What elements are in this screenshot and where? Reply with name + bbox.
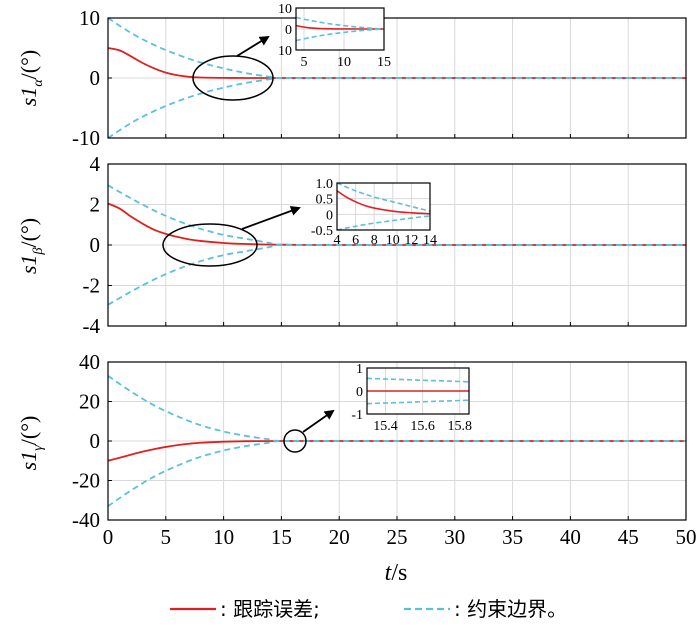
constraint-bound-line xyxy=(107,243,686,306)
x-tick-label: 35 xyxy=(502,525,523,549)
zoom-ellipse-beta xyxy=(162,223,258,267)
inset-x-tick-label: 15 xyxy=(377,55,391,70)
y-tick-label: 2 xyxy=(90,193,101,217)
inset-x-tick-label: 10 xyxy=(337,55,351,70)
y-tick-label: 10 xyxy=(79,6,100,30)
y-tick-label: 0 xyxy=(90,233,101,257)
x-tick-label: 15 xyxy=(271,525,292,549)
inset-x-tick-label: 15.4 xyxy=(373,419,398,434)
inset-tracking-error-line xyxy=(295,24,385,30)
constraint-bound-line xyxy=(107,77,686,139)
x-tick-label: 5 xyxy=(161,525,172,549)
inset-y-tick-label: 1.0 xyxy=(316,177,334,192)
xlabel: t/s xyxy=(385,560,408,586)
inset-frame xyxy=(295,7,385,51)
y-tick-label: -20 xyxy=(72,469,100,493)
inset-y-tick-label: 0.5 xyxy=(316,193,334,208)
x-tick-label: 25 xyxy=(387,525,408,549)
constraint-bound-line xyxy=(107,375,686,443)
constraint-bound-line xyxy=(107,439,686,507)
x-tick-label: 20 xyxy=(329,525,350,549)
inset-y-tick-label: 0 xyxy=(356,385,363,400)
x-tick-label: 50 xyxy=(676,525,697,549)
inset-x-tick-label: 6 xyxy=(352,233,359,248)
legend: : 跟踪误差; : 约束边界。 xyxy=(170,597,567,621)
legend-label-constraint-bound: : 约束边界。 xyxy=(454,597,567,621)
inset-constraint-bound-line xyxy=(295,16,385,30)
inset-y-tick-label: -1 xyxy=(351,408,363,423)
inset-x-tick-label: 8 xyxy=(371,233,378,248)
y-tick-label: 4 xyxy=(90,152,101,176)
y-tick-label: -2 xyxy=(83,274,101,298)
inset-constraint-bound-line xyxy=(366,399,470,405)
x-tick-label: 10 xyxy=(213,525,234,549)
inset-y-tick-label: 10 xyxy=(278,44,292,59)
inset-x-tick-label: 10 xyxy=(386,233,400,248)
plot-area-beta: -4 -2 0 2 4 xyxy=(83,152,687,338)
plot-area-alpha: -10 0 10 xyxy=(72,6,687,150)
zoom-arrow-gamma xyxy=(302,409,335,433)
y-tick-label: 0 xyxy=(90,66,101,90)
x-tick-label: 0 xyxy=(103,525,114,549)
y-tick-label: 40 xyxy=(79,350,100,374)
y-tick-label: 20 xyxy=(79,390,100,414)
inset-y-tick-label: 0 xyxy=(326,208,333,223)
y-tick-label: 0 xyxy=(90,429,101,453)
plot-frame xyxy=(107,163,687,327)
inset-x-tick-label: 15.6 xyxy=(410,419,435,434)
zoom-circle-gamma xyxy=(283,429,307,453)
ylabel-beta: s1β/(°) xyxy=(16,218,46,274)
inset-x-tick-label: 15.8 xyxy=(447,419,472,434)
zoom-arrow-beta xyxy=(241,206,301,230)
inset-constraint-bound-line xyxy=(295,28,385,42)
ylabel-alpha: s1α/(°) xyxy=(16,50,46,106)
legend-label-tracking-error: : 跟踪误差; xyxy=(220,597,320,621)
inset-x-tick-label: 4 xyxy=(334,233,341,248)
ylabel-gamma: s1γ/(°) xyxy=(16,416,46,471)
inset-y-tick-label: 0 xyxy=(285,23,292,38)
x-tick-label: 45 xyxy=(618,525,639,549)
plot-frame xyxy=(107,361,687,521)
inset-y-tick-label: 10 xyxy=(278,2,292,17)
x-tick-label: 30 xyxy=(444,525,465,549)
y-tick-label: -10 xyxy=(72,126,100,150)
inset-constraint-bound-line xyxy=(366,377,470,383)
inset-x-tick-label: 12 xyxy=(404,233,418,248)
inset-x-tick-label: 14 xyxy=(423,233,437,248)
zoom-ellipse-alpha xyxy=(192,55,274,101)
inset-y-tick-label: -0.5 xyxy=(311,224,333,239)
inset-background xyxy=(337,183,430,230)
zoom-arrow-alpha xyxy=(236,35,270,57)
inset-constraint-bound-line xyxy=(336,215,431,231)
inset-tracking-error-line xyxy=(336,190,431,215)
inset-alpha: 5 10 15 10 0 10 xyxy=(278,2,391,70)
inset-beta: 4 6 8 10 12 14 1.00.50-0.5 xyxy=(311,177,437,248)
inset-frame xyxy=(366,367,470,415)
inset-frame xyxy=(336,182,431,231)
y-tick-label: -4 xyxy=(83,314,101,338)
y-tick-label: -40 xyxy=(72,508,100,532)
tracking-error-line xyxy=(107,440,686,462)
panel-alpha: -10 0 10 s1α/(°) 5 10 15 10 0 10 xyxy=(16,2,687,150)
inset-x-tick-label: 5 xyxy=(301,55,308,70)
inset-constraint-bound-line xyxy=(336,182,431,212)
inset-gamma: 15.4 15.6 15.8 1 0 -1 xyxy=(351,362,472,434)
x-tick-label: 40 xyxy=(560,525,581,549)
plot-frame xyxy=(107,17,687,139)
inset-y-tick-label: 1 xyxy=(356,362,363,377)
